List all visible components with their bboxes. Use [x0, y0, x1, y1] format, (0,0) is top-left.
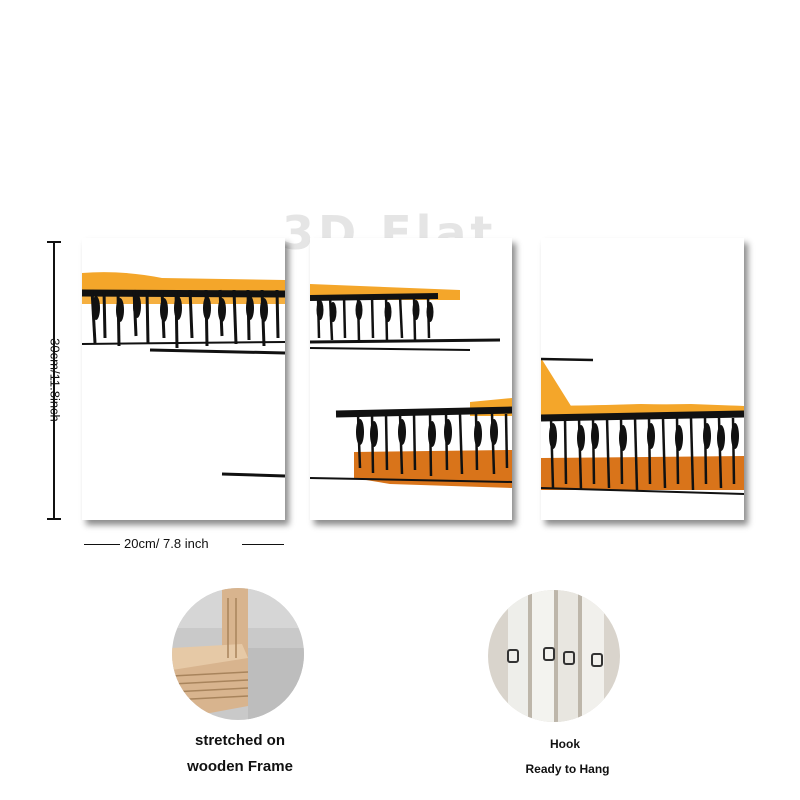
middle-panel-artwork: [310, 284, 512, 488]
frame-caption-line2: wooden Frame: [187, 758, 293, 775]
hook-caption-line2: Ready to Hang: [525, 762, 610, 776]
height-dimension-label: 30cm/11.8inch: [47, 338, 63, 422]
height-dimension-bottom-tick: [47, 518, 61, 520]
wooden-frame-photo: [172, 588, 304, 720]
width-dimension-line-left: [84, 544, 120, 545]
hook-photo: [488, 590, 620, 722]
left-panel-artwork: [82, 272, 285, 478]
hook-caption-line1: Hook: [550, 737, 580, 751]
middle-canvas-panel: [310, 238, 512, 520]
right-panel-artwork: [541, 357, 744, 495]
right-canvas-panel: [541, 238, 744, 520]
height-dimension-top-tick: [47, 241, 61, 243]
frame-caption-line1: stretched on: [194, 732, 285, 749]
left-canvas-panel: [82, 238, 285, 520]
height-dimension-line: [53, 242, 55, 520]
width-dimension-label: 20cm/ 7.8 inch: [124, 536, 209, 551]
width-dimension-line-right: [242, 544, 284, 545]
